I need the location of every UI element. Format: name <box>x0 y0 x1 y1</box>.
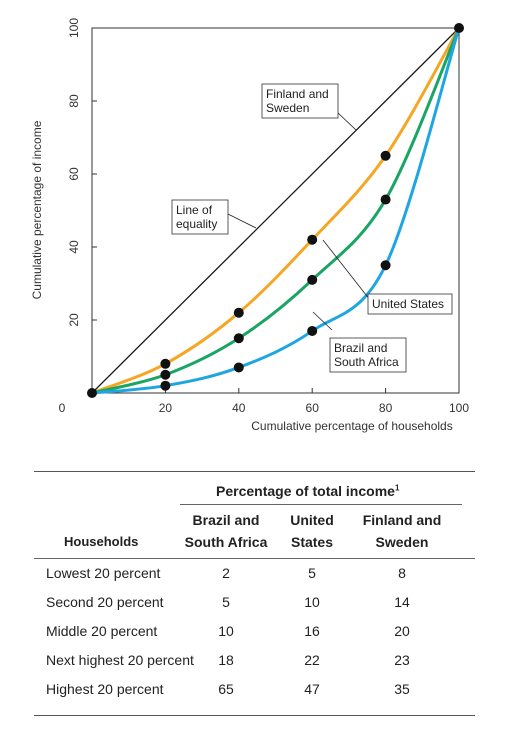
origin-point <box>87 388 97 398</box>
x-tick-label: 0 <box>59 401 66 415</box>
x-tick-label: 40 <box>232 401 246 415</box>
table-cell: 10 <box>304 594 320 610</box>
y-axis-title: Cumulative percentage of income <box>30 120 44 299</box>
table-cell: 35 <box>394 681 410 697</box>
equality-line <box>91 27 460 394</box>
data-point <box>307 325 318 336</box>
data-point <box>233 362 244 373</box>
annotation-leader <box>227 213 257 229</box>
annotation-box-us <box>367 293 453 315</box>
column-header-line: United <box>290 512 334 528</box>
income-share-table: Percentage of total income1 Households B… <box>34 471 475 716</box>
annotation-text: United States <box>372 297 444 311</box>
column-header-line: South Africa <box>184 534 268 550</box>
end-point <box>454 23 464 33</box>
annotation-leader <box>322 239 371 301</box>
annotation-leader <box>336 111 357 131</box>
table-cell: 20 <box>394 623 410 639</box>
plot-frame <box>91 27 460 394</box>
annotation-text: South Africa <box>334 355 399 369</box>
table-cell: 10 <box>218 623 234 639</box>
annotation-text: Sweden <box>266 101 309 115</box>
data-point <box>233 307 244 318</box>
column-header-line: Brazil and <box>192 512 260 528</box>
annotation-box-equality <box>171 199 229 235</box>
table-row-label: Lowest 20 percent <box>46 565 161 581</box>
table-bottom-rule <box>34 715 475 716</box>
annotation-text: Line of <box>176 203 213 217</box>
x-tick-label: 20 <box>159 401 173 415</box>
column-header-line: Finland and <box>362 512 442 528</box>
table-cell: 8 <box>398 565 406 581</box>
table-row-label: Highest 20 percent <box>46 681 164 697</box>
group-header-underline <box>180 504 462 505</box>
data-point <box>307 234 318 245</box>
annotation-box-finland <box>261 83 339 119</box>
y-tick-label: 60 <box>67 167 81 181</box>
y-tick-label: 40 <box>67 240 81 254</box>
table-cell: 5 <box>222 594 230 610</box>
x-tick-label: 80 <box>379 401 393 415</box>
table-top-rule <box>34 471 475 472</box>
data-point <box>380 194 391 205</box>
data-point <box>160 358 171 369</box>
table-row-label: Next highest 20 percent <box>46 652 194 668</box>
annotation-text: equality <box>176 217 217 231</box>
table-cell: 16 <box>304 623 320 639</box>
column-header: Finland and Sweden <box>347 509 457 553</box>
y-tick-label: 20 <box>67 313 81 327</box>
header-underline <box>34 558 475 559</box>
row-header-households: Households <box>64 534 139 549</box>
annotation-leader <box>312 311 333 331</box>
data-point <box>233 333 244 344</box>
table-row-label: Middle 20 percent <box>46 623 158 639</box>
table-row-label: Second 20 percent <box>46 594 164 610</box>
column-header-line: Sweden <box>375 534 429 550</box>
data-point <box>380 150 391 161</box>
x-tick-label: 100 <box>449 401 469 415</box>
table-cell: 47 <box>304 681 320 697</box>
x-tick-label: 60 <box>306 401 320 415</box>
table-cell: 65 <box>218 681 234 697</box>
table-cell: 18 <box>218 652 234 668</box>
table-cell: 2 <box>222 565 230 581</box>
column-header-line: States <box>290 534 334 550</box>
data-point <box>380 260 391 271</box>
y-tick-label: 80 <box>67 94 81 108</box>
annotation-text: Finland and <box>266 87 329 101</box>
table-cell: 5 <box>308 565 316 581</box>
table-cell: 22 <box>304 652 320 668</box>
table-cell: 23 <box>394 652 410 668</box>
data-point <box>307 274 318 285</box>
y-tick-label: 100 <box>67 18 81 38</box>
column-header: United States <box>257 509 367 553</box>
table-group-header: Percentage of total income1 <box>216 483 400 499</box>
annotation-text: Brazil and <box>334 341 387 355</box>
data-point <box>160 369 171 380</box>
x-axis-title: Cumulative percentage of households <box>251 419 452 433</box>
annotation-box-brazil <box>329 337 407 373</box>
data-point <box>160 380 171 391</box>
table-cell: 14 <box>394 594 410 610</box>
column-header: Brazil and South Africa <box>171 509 281 553</box>
